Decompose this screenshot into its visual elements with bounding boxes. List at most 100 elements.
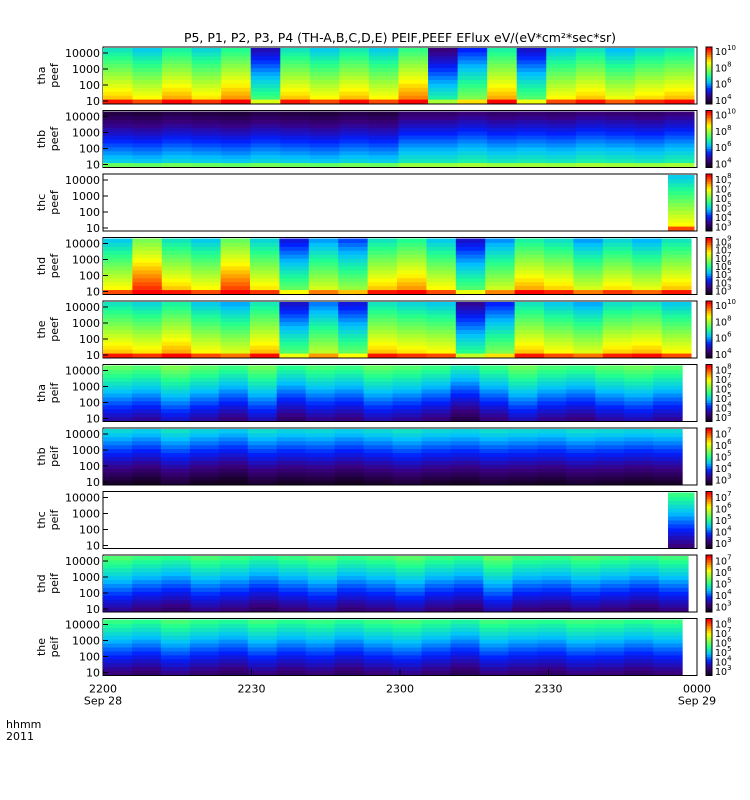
spectrogram-cell	[392, 404, 423, 410]
spectrogram-cell	[398, 119, 429, 124]
panel-quantity-label: peef	[48, 62, 61, 88]
spectrogram-cell	[546, 95, 577, 100]
spectrogram-cell	[367, 258, 398, 263]
colorbar-step	[706, 178, 712, 182]
spectrogram-cell	[487, 127, 518, 132]
spectrogram-cell	[398, 83, 429, 88]
spectrogram-cell	[397, 258, 427, 263]
colorbar-step	[706, 51, 712, 55]
spectrogram-cell	[421, 623, 451, 628]
spectrogram-cell	[653, 369, 683, 374]
spectrogram-cell	[426, 353, 457, 358]
colorbar-tick-label: 103	[715, 410, 732, 424]
spectrogram-cell	[250, 309, 280, 315]
spectrogram-cell	[339, 115, 370, 120]
spectrogram-cell	[367, 246, 398, 251]
spectrogram-cell	[624, 400, 654, 406]
spectrogram-cell	[161, 313, 192, 319]
spectrogram-cell	[103, 119, 134, 124]
spectrogram-cell	[305, 639, 336, 644]
spectrogram-cell	[479, 369, 509, 374]
colorbar-step	[706, 66, 712, 69]
colorbar-step	[706, 651, 712, 655]
spectrogram-cell	[575, 83, 606, 88]
spectrogram-cell	[573, 281, 604, 287]
spectrogram-cell	[191, 281, 222, 287]
spectrogram-cell	[455, 321, 486, 327]
spectrogram-cell	[632, 246, 663, 251]
spectrogram-cell	[189, 635, 220, 640]
spectrogram-cell	[161, 595, 192, 600]
spectrogram-cell	[103, 476, 133, 481]
spectrogram-cell	[634, 127, 665, 132]
spectrogram-cell	[653, 393, 683, 398]
spectrogram-cell	[658, 556, 689, 561]
spectrogram-cell	[334, 639, 365, 644]
spectrogram-cell	[508, 647, 538, 652]
spectrogram-cell	[605, 87, 636, 92]
spectrogram-cell	[566, 643, 596, 648]
spectrogram-cell	[634, 146, 665, 152]
spectrogram-cell	[575, 111, 606, 116]
spectrogram-cell	[367, 302, 398, 307]
spectrogram-cell	[309, 119, 340, 124]
spectrogram-cell	[664, 139, 695, 144]
spectrogram-cell	[132, 579, 163, 584]
spectrogram-cell	[247, 389, 278, 394]
colorbar-step	[706, 639, 712, 643]
spectrogram-cell	[249, 563, 280, 569]
spectrogram-cell	[664, 154, 695, 160]
spectrogram-cell	[428, 75, 459, 80]
spectrogram-cell	[189, 468, 220, 473]
colorbar-step	[706, 327, 712, 330]
spectrogram-cell	[653, 412, 683, 418]
spectrogram-cell	[250, 317, 280, 323]
spectrogram-cell	[661, 325, 692, 330]
spectrogram-cell	[514, 238, 545, 243]
spectrogram-cell	[338, 266, 369, 271]
spectrogram-cell	[103, 571, 133, 577]
spectrogram-cell	[309, 79, 340, 84]
spectrogram-cell	[220, 258, 251, 263]
spectrogram-cell	[605, 99, 636, 104]
spectrogram-cell	[162, 67, 193, 73]
colorbar-step	[706, 407, 712, 411]
spectrogram-cell	[103, 603, 133, 608]
spectrogram-cell	[392, 389, 423, 394]
spectrogram-cell	[634, 111, 665, 116]
spectrogram-cell	[397, 273, 427, 279]
spectrogram-cell	[103, 269, 133, 275]
spectrogram-cell	[368, 99, 400, 104]
spectrogram-cell	[653, 666, 683, 672]
spectrogram-cell	[537, 389, 567, 394]
colorbar-frame	[705, 237, 713, 295]
spectrogram-cell	[363, 393, 394, 398]
spectrogram-cell	[624, 377, 654, 382]
spectrogram-cell	[450, 393, 480, 398]
spectrogram-cell	[191, 142, 222, 148]
spectrogram-cell	[131, 448, 162, 454]
spectrogram-cell	[397, 242, 427, 247]
spectrogram-cell	[397, 329, 427, 334]
spectrogram-cell	[595, 460, 625, 465]
colorbar-step	[706, 642, 712, 646]
spectrogram-cell	[457, 75, 488, 80]
spectrogram-cell	[479, 666, 509, 672]
spectrogram-cell	[191, 146, 222, 152]
spectrogram-cell	[450, 666, 480, 672]
spectrogram-cell	[309, 158, 340, 164]
spectrogram-cell	[276, 416, 307, 421]
spectrogram-cell	[132, 575, 163, 581]
spectrogram-cell	[131, 639, 162, 644]
spectrogram-cell	[103, 115, 134, 120]
spectrogram-cell	[508, 436, 538, 442]
colorbar-step	[706, 136, 712, 140]
spectrogram-cell	[189, 476, 220, 481]
spectrogram-cell	[363, 416, 394, 421]
spectrogram-cell	[132, 266, 163, 271]
spectrogram-cell	[664, 158, 695, 164]
spectrogram-cell	[457, 87, 488, 92]
spectrogram-cell	[514, 277, 545, 283]
colorbar-step	[706, 63, 712, 67]
spectrogram-cell	[450, 480, 480, 485]
